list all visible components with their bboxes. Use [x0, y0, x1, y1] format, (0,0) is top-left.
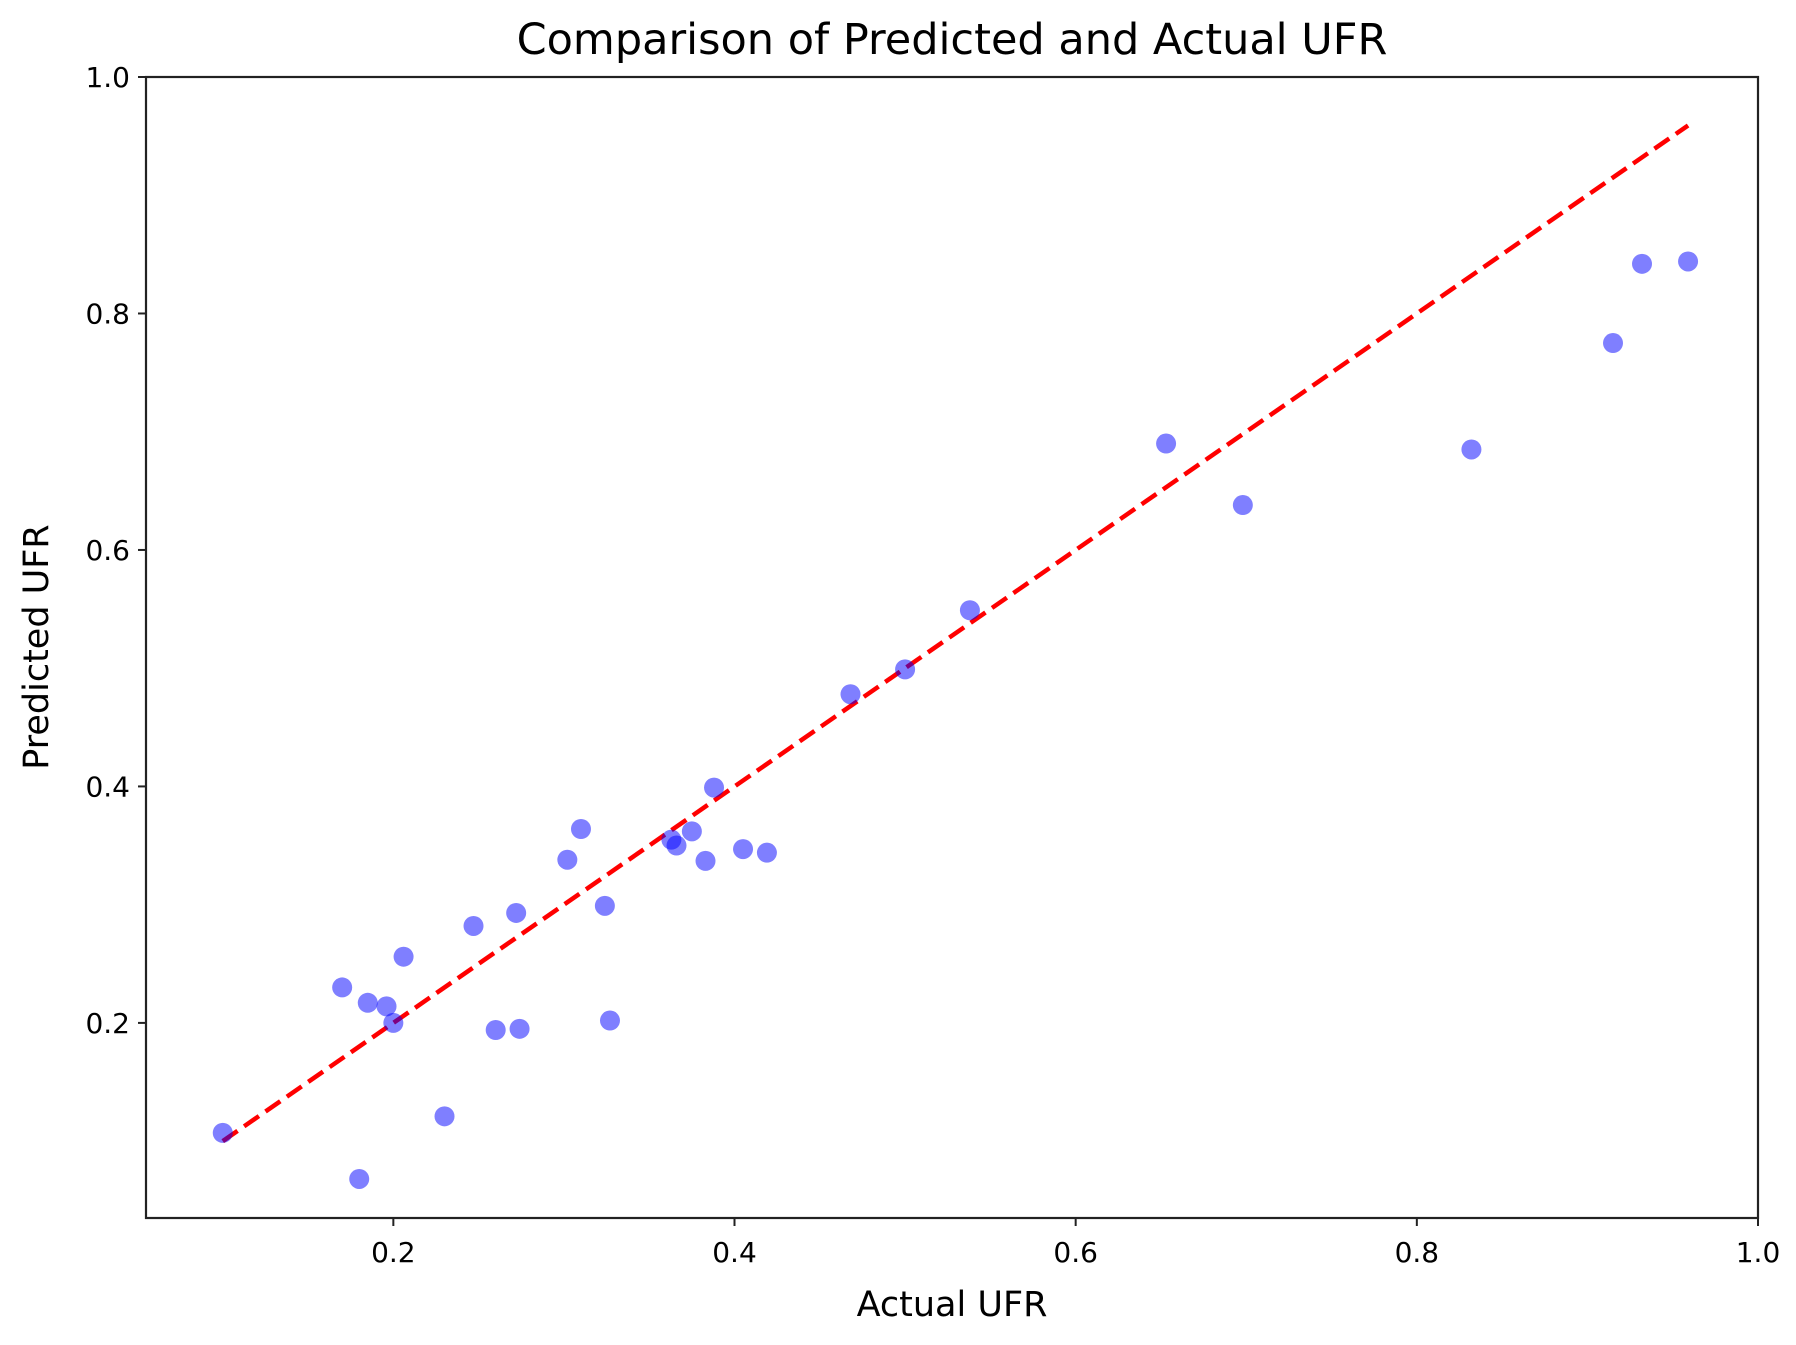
data-point: [733, 839, 754, 860]
data-point: [383, 1012, 404, 1033]
y-tick-label: 0.8: [85, 297, 130, 330]
x-tick-label: 0.6: [1053, 1236, 1098, 1269]
data-point: [1632, 253, 1653, 274]
data-point: [212, 1122, 233, 1143]
reference-line: [221, 123, 1690, 1143]
data-point: [895, 659, 916, 680]
data-point: [357, 992, 378, 1013]
y-tick-label: 0.6: [85, 534, 130, 567]
y-axis-label: Predicted UFR: [17, 524, 57, 770]
x-tick-label: 0.4: [712, 1236, 757, 1269]
data-point: [599, 1010, 620, 1031]
data-point: [332, 977, 353, 998]
data-point: [557, 849, 578, 870]
data-point: [376, 996, 397, 1017]
data-point: [959, 600, 980, 621]
x-tick-label: 1.0: [1736, 1236, 1781, 1269]
plot-frame: [144, 75, 1760, 1220]
data-point: [1156, 433, 1177, 454]
data-point: [1232, 495, 1253, 516]
data-point: [393, 946, 414, 967]
data-point: [1678, 251, 1699, 272]
data-point: [666, 835, 687, 856]
data-point: [349, 1168, 370, 1189]
data-point: [434, 1106, 455, 1127]
data-point: [1461, 439, 1482, 460]
y-axis: 0.2 0.4 0.6 0.8 1.0: [85, 61, 146, 1040]
x-axis-label: Actual UFR: [857, 1285, 1048, 1325]
data-point: [704, 777, 725, 798]
x-tick-label: 0.2: [371, 1236, 416, 1269]
data-point: [509, 1018, 530, 1039]
data-point: [681, 821, 702, 842]
data-point: [570, 818, 591, 839]
data-point: [1603, 333, 1624, 354]
data-point: [695, 850, 716, 871]
data-point: [485, 1020, 506, 1041]
x-axis: 0.2 0.4 0.6 0.8 1.0: [371, 1218, 1780, 1269]
data-point: [594, 895, 615, 916]
x-tick-label: 0.8: [1395, 1236, 1440, 1269]
data-point: [463, 915, 484, 936]
plot-area: [212, 123, 1699, 1189]
data-point: [756, 842, 777, 863]
data-point: [840, 684, 861, 705]
data-point: [506, 902, 527, 923]
y-tick-label: 0.4: [85, 770, 130, 803]
y-tick-label: 0.2: [85, 1007, 130, 1040]
y-tick-label: 1.0: [85, 61, 130, 94]
chart-title: Comparison of Predicted and Actual UFR: [517, 15, 1388, 65]
